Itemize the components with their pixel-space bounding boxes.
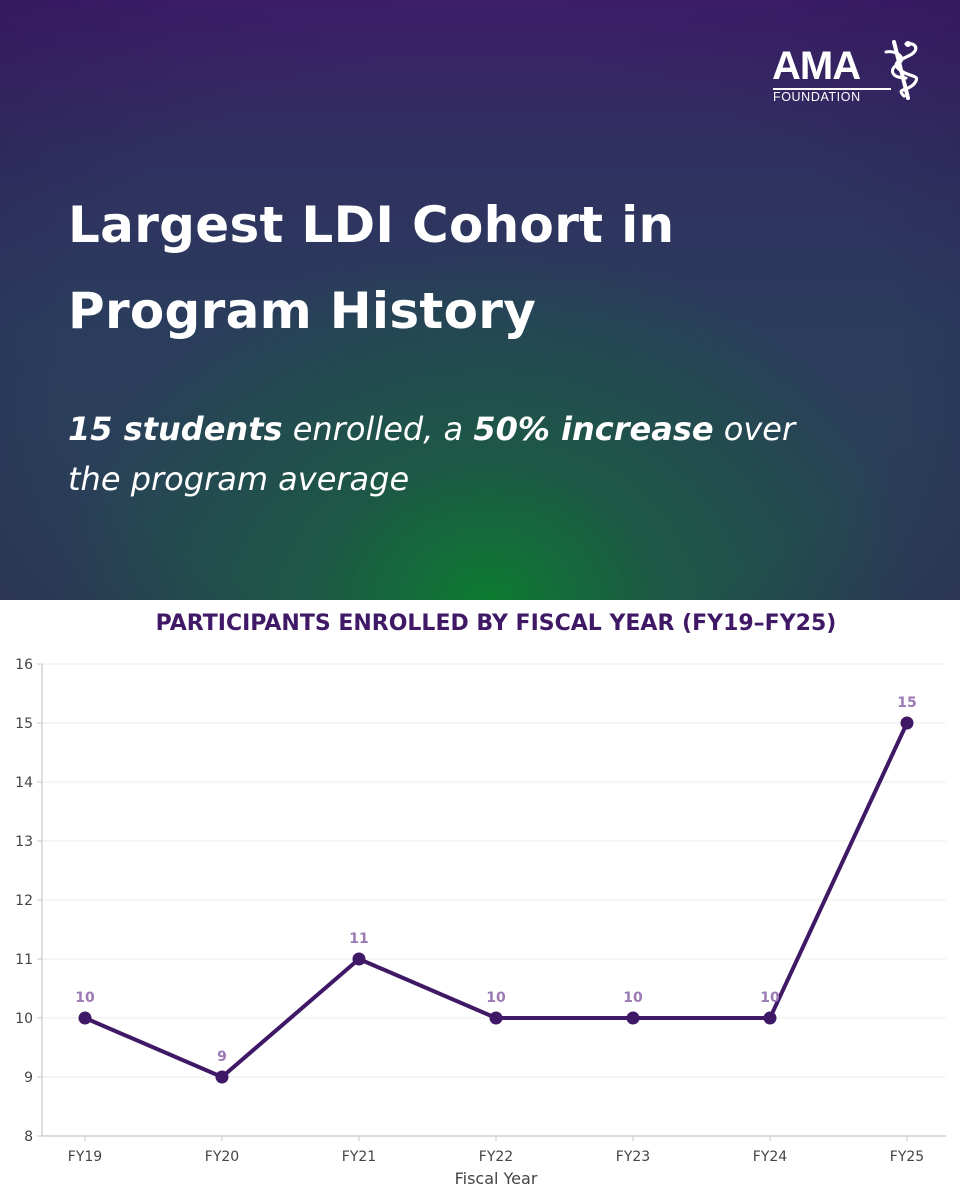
data-label-fy23: 10 [623, 990, 643, 1006]
data-label-fy24: 10 [760, 990, 780, 1006]
subtitle-text-2: over [713, 410, 796, 448]
x-tick-label-fy21: FY21 [342, 1149, 376, 1165]
logo-subtitle: FOUNDATION [773, 90, 861, 104]
data-label-fy20: 9 [217, 1049, 227, 1065]
x-tick-label-fy19: FY19 [68, 1149, 102, 1165]
y-tick-label-10: 10 [15, 1011, 33, 1027]
x-axis-label: Fiscal Year [455, 1169, 538, 1188]
data-point-fy19 [78, 1011, 92, 1025]
x-tick-label-fy23: FY23 [616, 1149, 650, 1165]
x-tick-label-fy24: FY24 [753, 1149, 788, 1165]
y-tick-label-14: 14 [15, 775, 33, 791]
data-label-fy21: 11 [349, 931, 368, 947]
rod-of-asclepius-icon [884, 40, 919, 100]
y-tick-label-15: 15 [15, 716, 33, 732]
data-labels: 10 9 11 10 10 10 15 [75, 695, 916, 1065]
enrollment-line-chart: PARTICIPANTS ENROLLED BY FISCAL YEAR (FY… [15, 611, 946, 1188]
y-tick-label-12: 12 [15, 893, 33, 909]
x-tick-label-fy20: FY20 [205, 1149, 239, 1165]
headline-subtitle: 15 students enrolled, a 50% increase ove… [68, 404, 868, 504]
subtitle-emphasis-increase: 50% increase [473, 410, 714, 448]
data-label-fy25: 15 [897, 695, 916, 711]
page-headline: Largest LDI Cohort in Program History [68, 182, 888, 354]
series-points [78, 716, 914, 1084]
data-point-fy20 [215, 1070, 229, 1084]
data-point-fy23 [626, 1011, 640, 1025]
chart-panel: PARTICIPANTS ENROLLED BY FISCAL YEAR (FY… [0, 600, 960, 1200]
chart-title: PARTICIPANTS ENROLLED BY FISCAL YEAR (FY… [156, 611, 837, 636]
headline-line-1: Largest LDI Cohort in [68, 196, 675, 254]
x-tick-label-fy22: FY22 [479, 1149, 513, 1165]
y-tick-label-9: 9 [24, 1070, 33, 1086]
subtitle-emphasis-students: 15 students [68, 410, 283, 448]
ama-foundation-logo: AMA FOUNDATION [772, 38, 928, 104]
logo-rule [773, 88, 891, 90]
data-label-fy22: 10 [486, 990, 506, 1006]
y-tick-label-13: 13 [15, 834, 33, 850]
data-label-fy19: 10 [75, 990, 95, 1006]
subtitle-text-3: the program average [68, 460, 410, 498]
data-point-fy24 [763, 1011, 777, 1025]
x-axis-ticks: FY19 FY20 FY21 FY22 FY23 FY24 FY25 [68, 1136, 924, 1165]
hero-banner: AMA FOUNDATION Largest LDI Cohort in Pro… [0, 0, 960, 600]
subtitle-text-1: enrolled, a [282, 410, 474, 448]
y-tick-label-16: 16 [15, 657, 33, 673]
logo-wordmark: AMA [772, 44, 861, 88]
y-axis-ticks: 8 9 10 11 12 13 14 15 16 [15, 657, 42, 1145]
data-point-fy21 [352, 952, 366, 966]
data-point-fy22 [489, 1011, 503, 1025]
y-tick-label-8: 8 [24, 1129, 33, 1145]
y-tick-label-11: 11 [15, 952, 33, 968]
data-point-fy25 [900, 716, 914, 730]
x-tick-label-fy25: FY25 [890, 1149, 924, 1165]
headline-line-2: Program History [68, 282, 537, 340]
